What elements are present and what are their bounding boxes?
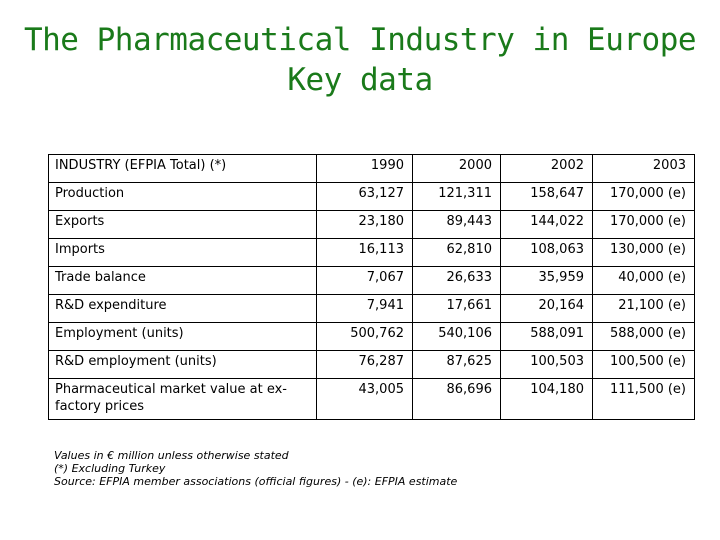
row-label: R&D expenditure: [48, 294, 317, 323]
row-label: R&D employment (units): [48, 350, 317, 379]
row-value: 17,661: [412, 294, 501, 323]
row-value: 588,091: [500, 322, 593, 351]
row-value: 7,067: [316, 266, 413, 295]
row-value: 108,063: [500, 238, 593, 267]
row-label: Imports: [48, 238, 317, 267]
row-value: 76,287: [316, 350, 413, 379]
key-data-table: INDUSTRY (EFPIA Total) (*) 1990 2000 200…: [48, 154, 695, 420]
footnote-source: Source: EFPIA member associations (offic…: [54, 475, 458, 488]
row-value: 16,113: [316, 238, 413, 267]
row-value: 540,106: [412, 322, 501, 351]
header-year: 2002: [500, 154, 593, 183]
row-value: 20,164: [500, 294, 593, 323]
row-value: 111,500 (e): [592, 378, 695, 420]
row-value: 89,443: [412, 210, 501, 239]
row-value: 170,000 (e): [592, 210, 695, 239]
table-row: Trade balance 7,067 26,633 35,959 40,000…: [48, 266, 695, 295]
table-row: Pharmaceutical market value at ex-factor…: [48, 378, 695, 420]
table-row: Exports 23,180 89,443 144,022 170,000 (e…: [48, 210, 695, 239]
table-row: Production 63,127 121,311 158,647 170,00…: [48, 182, 695, 211]
page-title: The Pharmaceutical Industry in Europe Ke…: [0, 20, 720, 100]
row-value: 40,000 (e): [592, 266, 695, 295]
row-value: 26,633: [412, 266, 501, 295]
row-value: 100,500 (e): [592, 350, 695, 379]
table-row: R&D expenditure 7,941 17,661 20,164 21,1…: [48, 294, 695, 323]
row-label: Exports: [48, 210, 317, 239]
title-line-2: Key data: [287, 62, 433, 98]
row-value: 130,000 (e): [592, 238, 695, 267]
row-value: 35,959: [500, 266, 593, 295]
row-value: 23,180: [316, 210, 413, 239]
row-value: 588,000 (e): [592, 322, 695, 351]
row-value: 62,810: [412, 238, 501, 267]
header-year: 1990: [316, 154, 413, 183]
row-value: 43,005: [316, 378, 413, 420]
table-row: Employment (units) 500,762 540,106 588,0…: [48, 322, 695, 351]
row-value: 100,503: [500, 350, 593, 379]
row-label: Employment (units): [48, 322, 317, 351]
row-value: 158,647: [500, 182, 593, 211]
title-line-1: The Pharmaceutical Industry in Europe: [23, 22, 697, 58]
row-value: 63,127: [316, 182, 413, 211]
row-value: 144,022: [500, 210, 593, 239]
footnote-exclusion: (*) Excluding Turkey: [54, 462, 166, 475]
table-row: R&D employment (units) 76,287 87,625 100…: [48, 350, 695, 379]
footnote-units: Values in € million unless otherwise sta…: [54, 449, 289, 462]
row-value: 21,100 (e): [592, 294, 695, 323]
row-label: Pharmaceutical market value at ex-factor…: [48, 378, 317, 420]
row-value: 121,311: [412, 182, 501, 211]
header-year: 2003: [592, 154, 695, 183]
row-value: 500,762: [316, 322, 413, 351]
table-header-row: INDUSTRY (EFPIA Total) (*) 1990 2000 200…: [48, 154, 695, 183]
row-value: 104,180: [500, 378, 593, 420]
header-label: INDUSTRY (EFPIA Total) (*): [48, 154, 317, 183]
table-row: Imports 16,113 62,810 108,063 130,000 (e…: [48, 238, 695, 267]
footnotes: Values in € million unless otherwise sta…: [54, 449, 457, 488]
row-value: 86,696: [412, 378, 501, 420]
row-label: Production: [48, 182, 317, 211]
header-year: 2000: [412, 154, 501, 183]
row-value: 170,000 (e): [592, 182, 695, 211]
row-label: Trade balance: [48, 266, 317, 295]
row-value: 7,941: [316, 294, 413, 323]
row-value: 87,625: [412, 350, 501, 379]
